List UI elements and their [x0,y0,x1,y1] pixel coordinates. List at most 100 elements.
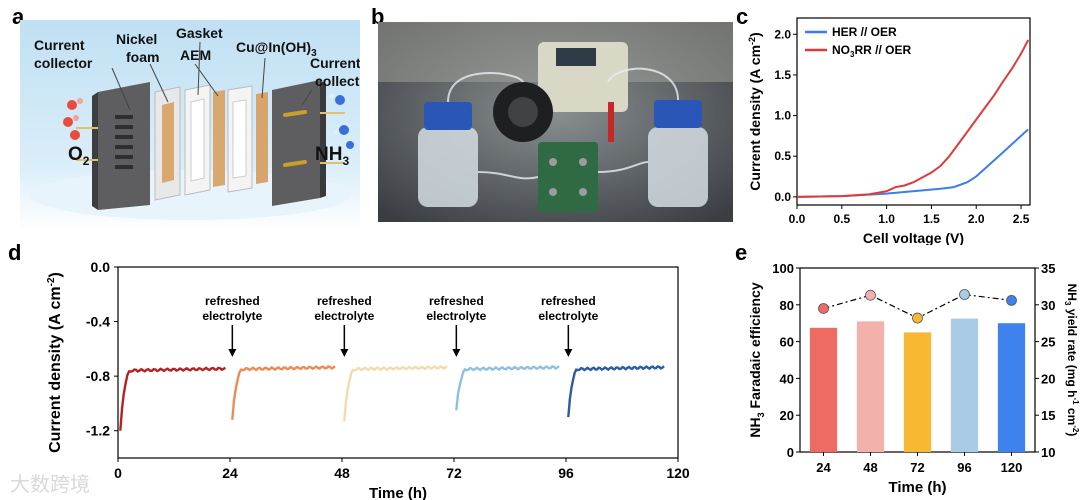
chart-e-yield-point-4 [1006,294,1017,306]
chart-e-ylabel: NH3 Faradaic efficiency [747,282,766,437]
chart-d-annotation-arrow-head [228,349,237,357]
chart-c-xtick-label: 2.0 [968,212,985,226]
chart-c-ytick-label: 0.0 [774,190,791,204]
chart-d-segment-1 [231,365,336,420]
chart-e-ytick-label: 100 [772,261,794,276]
chart-e-y2tick-label: 10 [1041,445,1055,460]
panel-letter-e: e [735,240,748,265]
chart-d-annotation-line2: electrolyte [202,309,262,323]
chart-e-xlabel: Time (h) [888,479,946,496]
chart-c-legend-label-0: HER // OER [832,25,897,39]
chart-d-segment-3 [455,365,560,411]
chart-e-xtick-label: 24 [816,460,831,475]
chart-c-ytick-label: 0.5 [774,149,791,163]
chart-d-annotation-line1: refreshed [429,294,484,308]
chart-d-annotation-arrow-head [340,349,349,357]
chart-e-bar-3 [950,318,979,452]
label-current-collector-right-2: collector [315,73,360,89]
label-current-collector-left-1: Current [34,37,85,53]
aem-membrane [213,90,225,187]
label-gasket: Gasket [176,25,223,41]
chart-d-ytick-label: 0.0 [91,259,111,275]
label-nickel-foam-2: foam [126,49,159,65]
chart-e-ytick-label: 60 [780,335,794,350]
chart-c-xtick-label: 1.0 [878,212,895,226]
chart-d-annotation-arrow-head [564,349,573,357]
chart-c-ytick-label: 2.0 [774,27,791,41]
chart-e-bar-1 [856,321,885,452]
chart-e-ylabel-right: NH3 yield rate (mg h-1 cm-2) [1063,284,1080,437]
chart-d-ylabel: Current density (A cm-2) [46,272,64,453]
chart-c-ytick-label: 1.5 [774,68,791,82]
panel-a-schematic: Current collector Nickel foam Gasket AEM… [20,20,360,230]
chart-d-ytick-label: -0.4 [86,314,110,330]
chart-d-stability: 0 24 48 72 96 120 0.0 -0.4 -0.8 -1.2 Time (h) Curre… [46,259,690,500]
chart-d-xtick-label: 72 [446,465,462,481]
left-bottle [418,102,478,207]
chart-d-ytick-label: -1.2 [86,423,110,439]
chart-e-yield-point-2 [912,312,923,324]
chart-d-annotation-line2: electrolyte [538,309,598,323]
chart-e-ytick-label: 0 [787,445,794,460]
right-bottle [648,100,708,207]
chart-d-xtick-label: 120 [666,465,690,481]
chart-c-polarization: 0.0 0.5 1.0 1.5 2.0 2.5 0.0 0.5 1.0 1.5 2.0 Cell vo… [747,17,1031,245]
chart-d-annotation-arrow-head [452,349,461,357]
chart-e-yield-point-3 [959,289,970,300]
chart-e-bar-2 [903,332,932,452]
chart-e-yield-point-0 [818,303,829,314]
chart-d-xtick-label: 0 [114,465,122,481]
setup-photo [378,22,733,222]
panel-letter-c: c [736,4,749,29]
chart-c-ylabel: Current density (A cm-2) [747,32,763,190]
panel-b-photo [378,22,733,222]
chart-c-ytick-label: 1.0 [774,109,791,123]
panel-letter-d: d [8,240,22,265]
label-nickel-foam-1: Nickel [116,31,157,47]
chart-d-annotation-line2: electrolyte [314,309,374,323]
chart-d-segment-0 [119,366,227,431]
chart-d-xtick-label: 96 [558,465,574,481]
label-current-collector-left-2: collector [34,55,93,71]
chart-d-frame [117,266,679,459]
watermark: 大数跨境 [10,472,90,496]
chart-c-series-line-1 [796,39,1030,198]
chart-d-annotation-line1: refreshed [317,294,372,308]
chart-e-ytick-label: 40 [780,371,794,386]
chart-e-ytick-label: 20 [780,408,794,423]
chart-d-segment-4 [567,365,665,418]
chart-e-yield-point-1 [865,289,876,301]
chart-d-ytick-label: -0.8 [86,368,110,384]
chart-d-annotation-line1: refreshed [205,294,260,308]
chart-d-xtick-label: 24 [222,465,238,481]
chart-c-xlabel: Cell voltage (V) [863,230,964,245]
chart-e-xtick-label: 96 [957,460,971,475]
chart-c-xtick-label: 1.5 [923,212,940,226]
chart-e-y2tick-label: 15 [1041,408,1055,423]
chart-c-xtick-label: 0.5 [833,212,850,226]
chart-e-y2tick-label: 25 [1041,335,1055,350]
chart-c-legend-label-1: NO3RR // OER [832,43,911,59]
chart-e-xtick-label: 48 [863,460,877,475]
label-current-collector-right-1: Current [310,55,360,71]
chart-d-annotation-line2: electrolyte [426,309,486,323]
chart-c-xtick-label: 2.5 [1013,212,1030,226]
electrolyzer-schematic: Current collector Nickel foam Gasket AEM… [20,20,360,230]
catalyst-electrode [256,92,268,184]
chart-c-frame [796,17,1031,206]
label-aem: AEM [180,47,211,63]
chart-e-y2tick-label: 35 [1041,261,1055,276]
chart-e-xtick-label: 72 [910,460,924,475]
chart-e-y2tick-label: 30 [1041,298,1055,313]
chart-e-bar-4 [997,323,1026,452]
label-catalyst: Cu@In(OH)3 [236,39,317,59]
chart-e-xtick-label: 120 [1001,460,1023,475]
chart-c-xtick-label: 0.0 [789,212,806,226]
chart-d-xlabel: Time (h) [369,485,427,500]
o2-molecules [63,98,83,140]
electrolyzer-cell [538,142,598,212]
chart-d-segment-2 [343,365,448,422]
chart-d-annotation-line1: refreshed [541,294,596,308]
right-current-collector-plate [272,80,320,206]
chart-e-faradaic-efficiency: 0 20 40 60 80 100 10 15 20 25 30 35 24 48 72 96 120 Time … [747,261,1080,496]
